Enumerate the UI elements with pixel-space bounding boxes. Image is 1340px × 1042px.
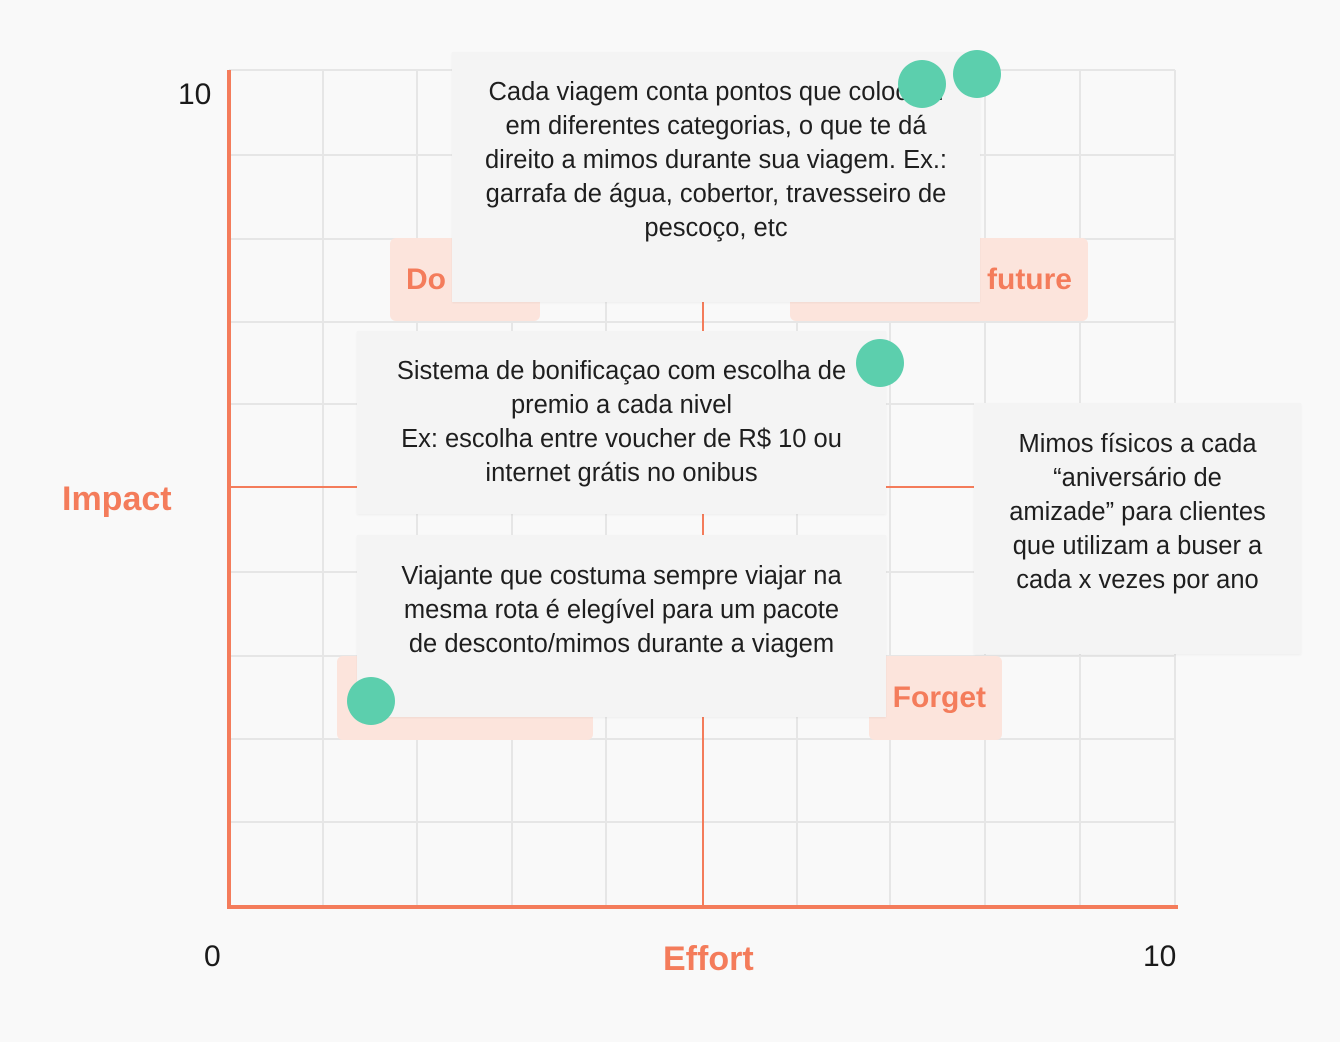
quadrant-forget: Forget (869, 656, 1002, 740)
quadrant-forget-label: Forget (892, 681, 986, 714)
quadrant-do-label: Do (406, 262, 446, 296)
vote-dot[interactable] (347, 677, 395, 725)
x-axis-min-label: 0 (204, 940, 221, 973)
note-frequent-route[interactable]: Viajante que costuma sempre viajar na me… (357, 535, 886, 717)
note-bonus-system[interactable]: Sistema de bonificaçao com escolha de pr… (357, 331, 886, 514)
x-axis-title: Effort (663, 940, 754, 978)
y-axis-max-label: 10 (178, 78, 212, 111)
quadrant-future-label: future (987, 262, 1072, 296)
vote-dot[interactable] (898, 60, 946, 108)
note-frequent-route-text: Viajante que costuma sempre viajar na me… (401, 562, 842, 658)
note-points-categories-text: Cada viagem conta pontos que colocam em … (484, 78, 948, 242)
y-axis-title: Impact (62, 480, 172, 518)
note-points-categories[interactable]: Cada viagem conta pontos que colocam em … (452, 52, 980, 302)
note-friendship-anniversary[interactable]: Mimos físicos a cada “aniversário de ami… (974, 403, 1301, 654)
vote-dot[interactable] (953, 50, 1001, 98)
note-bonus-system-text: Sistema de bonificaçao com escolha de pr… (396, 357, 847, 487)
vote-dot[interactable] (856, 339, 904, 387)
x-axis-max-label: 10 (1143, 940, 1177, 973)
note-friendship-anniversary-text: Mimos físicos a cada “aniversário de ami… (1009, 430, 1266, 594)
